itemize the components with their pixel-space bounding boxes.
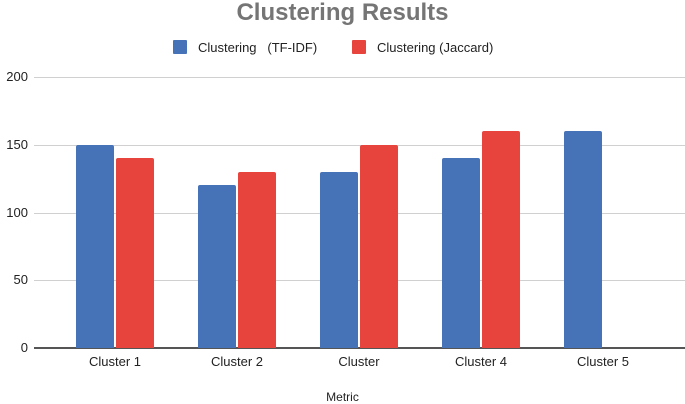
x-tick-label: Cluster 2 <box>210 354 264 369</box>
bar-tfidf-1[interactable] <box>76 144 114 348</box>
gridline <box>34 144 685 146</box>
x-tick-label: Cluster 5 <box>576 354 630 369</box>
x-tick-label: Cluster <box>338 354 380 369</box>
bar-tfidf-5[interactable] <box>564 131 602 348</box>
bar-jaccard-1[interactable] <box>116 158 154 348</box>
y-tick-label: 200 <box>6 69 28 84</box>
y-tick-label: 0 <box>20 340 28 355</box>
legend-label-jaccard: Clustering (Jaccard) <box>377 39 494 55</box>
x-axis-line <box>34 347 685 349</box>
legend: Clustering (TF-IDF) Clustering (Jaccard) <box>0 37 685 57</box>
y-tick-label: 100 <box>6 204 28 220</box>
x-tick-label: Cluster 4 <box>454 354 508 369</box>
legend-item-jaccard[interactable]: Clustering (Jaccard) <box>352 37 493 57</box>
bar-jaccard-3[interactable] <box>360 144 398 348</box>
bar-jaccard-2[interactable] <box>238 171 276 348</box>
gridline <box>34 212 685 214</box>
bar-tfidf-3[interactable] <box>320 171 358 348</box>
gridline <box>34 280 685 282</box>
bar-tfidf-4[interactable] <box>442 158 480 348</box>
legend-item-tfidf[interactable]: Clustering (TF-IDF) <box>173 37 317 57</box>
x-tick-label: Cluster 1 <box>88 354 142 369</box>
y-tick-label: 150 <box>6 136 28 152</box>
gridline <box>34 77 685 78</box>
bar-tfidf-2[interactable] <box>198 185 236 348</box>
x-axis-label: Metric <box>326 390 359 404</box>
y-tick-label: 50 <box>13 272 28 288</box>
legend-swatch-tfidf <box>173 40 187 54</box>
chart-title: Clustering Results <box>236 0 449 26</box>
legend-swatch-jaccard <box>352 40 366 54</box>
legend-label-tfidf: Clustering (TF-IDF) <box>198 39 318 55</box>
bar-jaccard-4[interactable] <box>482 131 520 348</box>
